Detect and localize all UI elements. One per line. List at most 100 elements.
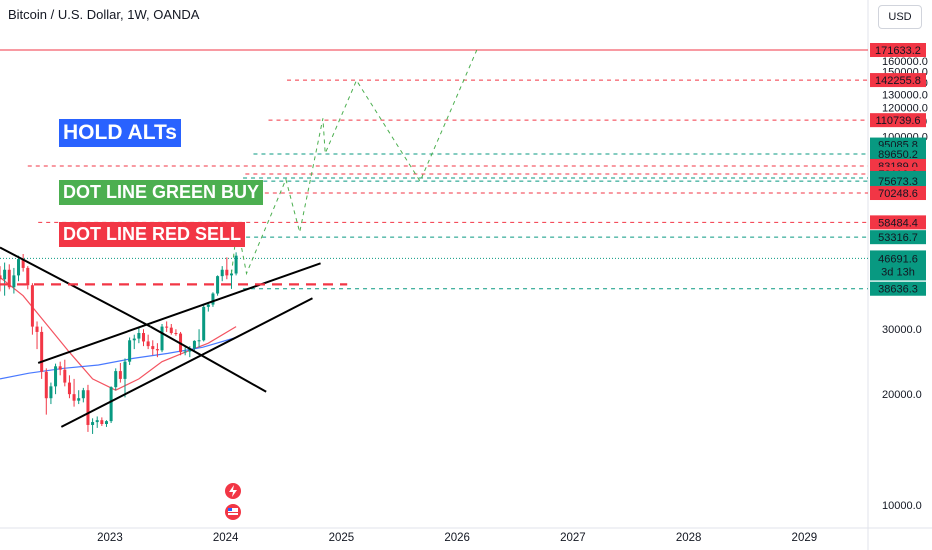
candle-body — [95, 420, 99, 423]
candle-body — [118, 371, 122, 379]
candle-body — [188, 348, 192, 352]
level-lines — [0, 49, 868, 290]
time-tick-label: 2029 — [792, 532, 818, 544]
candle-body — [63, 369, 67, 383]
time-tick-label: 2023 — [97, 532, 123, 544]
trendline — [0, 246, 151, 328]
level-price-tag — [870, 43, 926, 58]
candle-body — [155, 349, 159, 351]
trendline — [60, 297, 313, 428]
candle-body — [151, 346, 155, 350]
dividend-flash-icon[interactable] — [225, 483, 241, 499]
level-price-label: 142255.8 — [875, 75, 921, 87]
candle-body — [77, 398, 81, 401]
time-tick-label: 2027 — [560, 532, 586, 544]
time-tick-label: 2026 — [444, 532, 470, 544]
level-price-tag — [870, 215, 926, 230]
price-tick-label: 10000.0 — [882, 500, 922, 512]
us-flag-icon[interactable] — [225, 504, 241, 520]
projection-path — [231, 49, 478, 276]
candle-body — [174, 333, 178, 335]
candle-body — [165, 326, 169, 328]
level-price-label: 171633.2 — [875, 45, 921, 57]
level-price-label: 38636.3 — [878, 284, 918, 296]
candle-body — [21, 259, 25, 268]
level-price-label: 53316.7 — [878, 232, 918, 244]
candle-body — [192, 340, 196, 349]
price-axis[interactable]: 10000.020000.030000.0100000.0110000.0120… — [870, 43, 928, 512]
time-axis[interactable]: 2023 2024 2025 2026 2027 2028 2029 — [97, 532, 817, 544]
price-tick-label: 20000.0 — [882, 389, 922, 401]
candle-body — [160, 326, 164, 351]
candle-body — [109, 387, 113, 422]
candle-body — [58, 366, 62, 370]
price-tick-label: 160000.0 — [882, 56, 928, 68]
candle-body — [26, 267, 30, 286]
candle-body — [81, 390, 85, 399]
current-price-label: 46691.6 — [878, 253, 918, 265]
time-tick-label: 2024 — [213, 532, 239, 544]
currency-selector[interactable]: USD — [878, 5, 922, 29]
candle-body — [67, 382, 71, 395]
level-price-tag — [870, 281, 926, 296]
trendlines — [0, 246, 348, 428]
candle-body — [229, 273, 233, 276]
candle-body — [216, 276, 220, 294]
candle-body — [72, 394, 76, 401]
level-price-tag — [870, 174, 926, 189]
time-tick-label: 2028 — [676, 532, 702, 544]
candle-body — [35, 326, 39, 332]
level-price-label: 110739.6 — [875, 115, 920, 127]
candle-body — [3, 269, 7, 280]
candle-body — [169, 327, 173, 334]
hold-alts-label: HOLD ALTs — [59, 119, 181, 147]
candle-body — [123, 361, 127, 379]
candle-body — [91, 422, 95, 425]
level-price-tag — [870, 186, 926, 201]
level-price-label: 58484.4 — [878, 217, 918, 229]
candle-body — [142, 333, 146, 342]
candle-body — [183, 351, 187, 353]
level-price-label: 89650.2 — [878, 149, 918, 161]
candle-body — [197, 340, 201, 342]
green-buy-label: DOT LINE GREEN BUY — [59, 180, 264, 205]
candle-body — [211, 293, 215, 305]
level-price-tag — [870, 146, 926, 161]
candle-body — [49, 386, 53, 399]
candle-body — [234, 255, 238, 274]
price-tick-label: 30000.0 — [882, 324, 922, 336]
moving-average-line — [0, 336, 237, 380]
candle-body — [7, 269, 11, 288]
event-icons — [225, 483, 241, 520]
candle-body — [128, 340, 132, 362]
candle-body — [40, 331, 44, 372]
price-tick-label: 130000.0 — [882, 89, 928, 101]
countdown-label: 3d 13h — [881, 266, 915, 278]
candle-body — [17, 259, 21, 276]
candle-body — [86, 390, 90, 425]
candle-body — [12, 275, 16, 288]
current-price-tag — [870, 250, 926, 281]
candle-body — [225, 269, 229, 276]
candle-body — [146, 341, 150, 347]
level-price-tag — [870, 230, 926, 245]
candle-body — [44, 371, 48, 399]
candle-body — [202, 306, 206, 341]
candle-body — [30, 285, 34, 327]
red-sell-label: DOT LINE RED SELL — [59, 222, 246, 247]
level-price-tag — [870, 73, 926, 88]
candle-body — [137, 333, 141, 339]
trendline — [37, 262, 321, 364]
candle-body — [104, 421, 108, 424]
level-price-label: 75673.3 — [878, 176, 918, 188]
candle-body — [54, 366, 58, 387]
candle-body — [220, 269, 224, 277]
projection-zigzag — [231, 49, 478, 276]
candle-body — [132, 338, 136, 341]
candle-body — [100, 420, 104, 424]
time-tick-label: 2025 — [329, 532, 355, 544]
candles — [0, 252, 238, 434]
candle-body — [206, 304, 210, 307]
